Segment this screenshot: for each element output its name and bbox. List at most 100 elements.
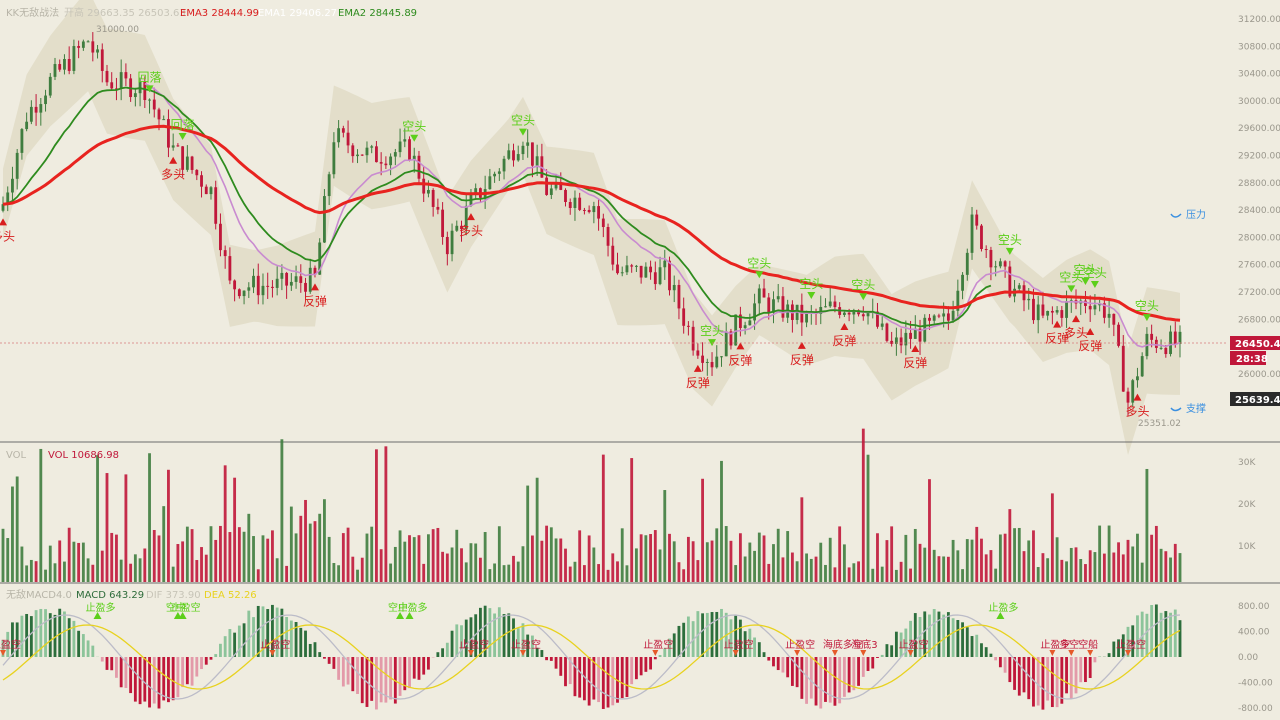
macd-histogram-bar	[720, 608, 723, 657]
volume-bar	[691, 541, 695, 582]
macd-down-arrow-icon	[1049, 650, 1056, 656]
macd-histogram-bar	[152, 657, 156, 704]
volume-bar	[1131, 546, 1135, 582]
macd-signal-label: 止盈空	[511, 638, 541, 651]
support-label: 支撑	[1186, 402, 1206, 415]
macd-histogram-bar	[861, 657, 865, 677]
macd-down-arrow-icon	[269, 650, 276, 656]
volume-bar	[370, 526, 374, 582]
volume-bar	[1117, 542, 1120, 582]
macd-name[interactable]: 无敌MACD4.0	[6, 588, 72, 601]
macd-histogram-bar	[644, 657, 648, 672]
macd-pane[interactable]: 止盈空止盈多空中止盈空止盈空空中止盈多止盈空止盈空止盈空止盈空止盈空海底多空海底…	[0, 588, 1273, 714]
macd-histogram-bar	[928, 614, 931, 657]
low-label: 25351.02	[1138, 419, 1181, 429]
svg-text:25639.44: 25639.44	[1235, 395, 1280, 406]
price-tick-label: 28400.00	[1238, 206, 1280, 216]
macd-signal-label: 止盈空	[643, 638, 673, 651]
macd-histogram-bar	[105, 657, 109, 670]
macd-histogram-bar	[573, 657, 577, 697]
volume-bar	[559, 538, 563, 582]
macd-histogram-bar	[852, 657, 856, 691]
buy-arrow-icon	[797, 341, 806, 349]
macd-histogram-bar	[34, 610, 38, 657]
macd-histogram-bar	[384, 657, 388, 703]
macd-histogram-bar	[39, 608, 43, 657]
volume-bar	[772, 544, 775, 582]
macd-histogram-bar	[559, 657, 563, 676]
macd-signal-label: 止盈空	[785, 638, 815, 651]
volume-bar	[866, 454, 870, 582]
macd-histogram-bar	[890, 645, 894, 657]
price-tick-label: 28000.00	[1238, 233, 1280, 243]
macd-histogram-bar	[710, 612, 714, 657]
candle-body	[327, 174, 331, 197]
indicator-name[interactable]: KK无敌战法	[6, 6, 59, 19]
volume-bar	[909, 568, 912, 582]
sell-arrow-icon	[518, 128, 527, 136]
support-icon	[1170, 407, 1182, 412]
volume-bar	[72, 541, 76, 582]
macd-histogram-bar	[1017, 657, 1021, 696]
candle-body	[691, 326, 695, 351]
candle-body	[455, 225, 459, 231]
high-label: 31000.00	[96, 25, 139, 35]
volume-bar	[625, 565, 629, 582]
candle-body	[11, 178, 14, 193]
support-price-badge: 25639.44	[1230, 392, 1280, 406]
volume-bar	[989, 550, 993, 582]
macd-histogram-bar	[200, 657, 203, 670]
volume-bar	[379, 549, 383, 582]
macd-histogram-bar	[1140, 611, 1144, 657]
macd-histogram-bar	[1169, 612, 1172, 657]
candle-body	[1093, 305, 1097, 310]
volume-bar	[1017, 527, 1021, 582]
support-zone[interactable]: 支撑	[1170, 402, 1206, 415]
macd-histogram-bar	[776, 657, 780, 671]
volume-bars	[1, 428, 1182, 582]
candle-body	[200, 175, 203, 187]
volume-bar	[289, 506, 293, 582]
macd-histogram-bar	[738, 619, 742, 657]
buy-signal-label: 反弹	[686, 376, 710, 390]
volume-bar	[304, 499, 307, 582]
macd-histogram-bar	[762, 652, 766, 657]
macd-histogram-bar	[493, 613, 497, 657]
macd-histogram-bar	[427, 657, 430, 670]
volume-pane[interactable]: VOL VOL 10686.98 30K 20K 10K	[1, 428, 1257, 582]
volume-bar	[753, 550, 756, 582]
macd-histogram-bar	[223, 636, 227, 657]
macd-histogram-bar	[545, 657, 549, 661]
sell-signal-label: 空头	[402, 120, 426, 134]
macd-histogram-bar	[998, 657, 1002, 668]
candle-body	[1150, 333, 1154, 340]
macd-histogram-bar	[564, 657, 567, 687]
buy-arrow-icon	[1133, 393, 1142, 401]
macd-down-arrow-icon	[652, 650, 659, 656]
candle-body	[375, 146, 378, 163]
macd-histogram-bar	[341, 657, 345, 687]
volume-bar	[1150, 534, 1154, 582]
macd-histogram-bar	[942, 614, 946, 657]
macd-histogram-bar	[1112, 641, 1116, 657]
macd-histogram-bar	[923, 611, 927, 657]
sell-arrow-icon	[1067, 285, 1076, 293]
price-pane[interactable]: 多头回落回落多头反弹空头多头空头反弹空头反弹空头反弹空头反弹空头反弹空头反弹空头…	[0, 0, 1280, 455]
volume-bar	[1093, 552, 1097, 582]
volume-bar	[105, 473, 109, 582]
macd-histogram-bar	[138, 657, 142, 705]
macd-histogram-bar	[67, 618, 71, 657]
dea-value: DEA 52.26	[204, 590, 257, 601]
resistance-zone[interactable]: 压力	[1170, 208, 1206, 221]
volume-bar	[77, 542, 81, 582]
volume-bar	[327, 536, 331, 582]
vol-name[interactable]: VOL	[6, 450, 27, 461]
volume-bar	[25, 565, 29, 582]
macd-histogram-bar	[115, 657, 118, 678]
candle-body	[682, 308, 686, 326]
sell-signal-label: 空头	[1059, 270, 1083, 284]
candle-body	[559, 181, 563, 190]
volume-bar	[597, 564, 601, 582]
candle-body	[25, 121, 29, 130]
